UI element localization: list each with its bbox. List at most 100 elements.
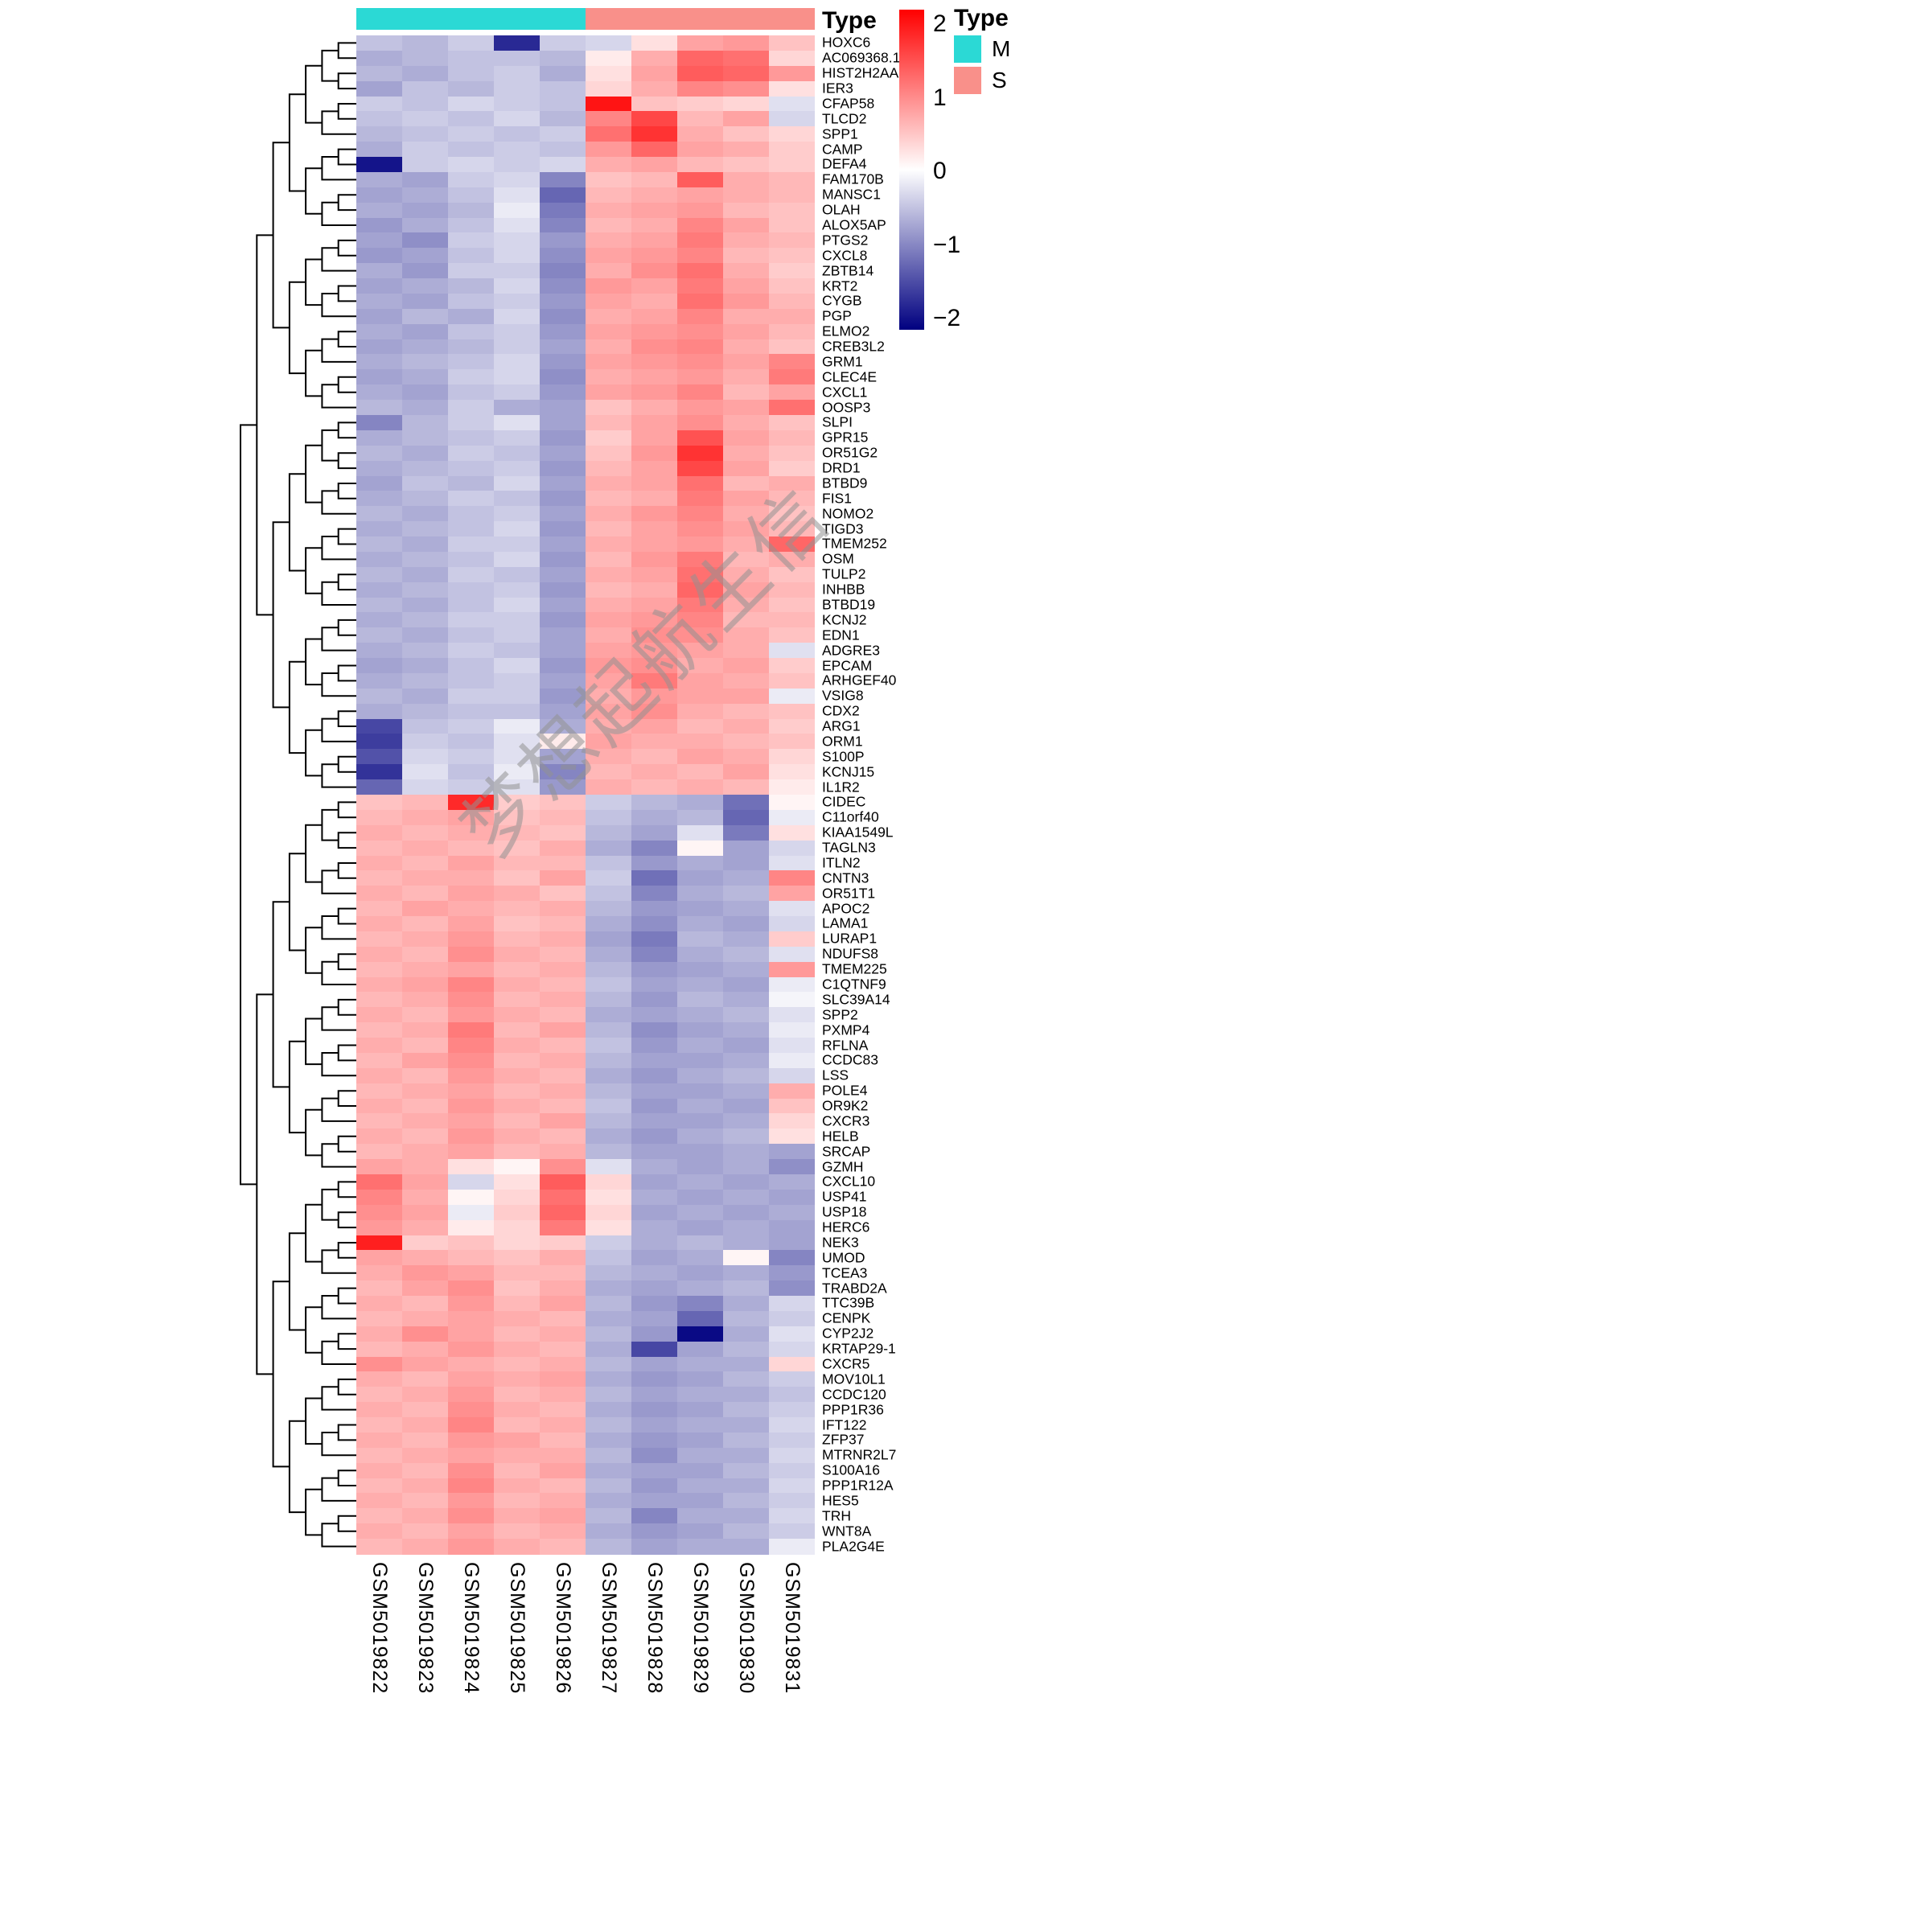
heatmap-cell <box>586 400 631 416</box>
gene-label: GZMH <box>822 1157 864 1174</box>
heatmap-cell <box>586 1219 631 1236</box>
heatmap-cell <box>723 824 769 841</box>
heatmap-cell <box>402 278 448 294</box>
gene-label: SLC39A14 <box>822 991 890 1008</box>
gene-label: KIAA1549L <box>822 824 894 841</box>
heatmap-cell <box>356 445 402 462</box>
heatmap-cell <box>677 1067 723 1084</box>
gene-label: TRH <box>822 1507 851 1524</box>
heatmap-cell <box>356 1326 402 1342</box>
sample-label-text: GSM5019823 <box>414 1562 437 1695</box>
heatmap-cell <box>356 1432 402 1449</box>
heatmap-cell <box>540 961 586 978</box>
heatmap-cell <box>356 415 402 431</box>
heatmap-cell <box>631 764 677 780</box>
heatmap-cell <box>677 1038 723 1054</box>
heatmap-cell <box>586 1067 631 1084</box>
heatmap-cell <box>540 749 586 765</box>
gene-label: CYP2J2 <box>822 1325 874 1342</box>
heatmap-cell <box>677 1204 723 1221</box>
heatmap-cell <box>494 400 540 416</box>
heatmap-cell <box>448 1402 494 1418</box>
heatmap-cell <box>723 1022 769 1038</box>
heatmap-cell <box>586 870 631 886</box>
heatmap-cell <box>448 961 494 978</box>
heatmap-cell <box>356 1296 402 1312</box>
heatmap-cell <box>677 293 723 310</box>
heatmap-cell <box>494 1296 540 1312</box>
heatmap-cell <box>723 354 769 371</box>
heatmap-cell <box>723 1296 769 1312</box>
heatmap-cell <box>631 217 677 234</box>
heatmap-cell <box>723 1387 769 1403</box>
heatmap-cell <box>631 1356 677 1373</box>
heatmap-cell <box>723 1067 769 1084</box>
heatmap-cell <box>356 734 402 750</box>
heatmap-cell <box>448 308 494 325</box>
heatmap-cell <box>631 35 677 51</box>
heatmap-cell <box>769 491 815 507</box>
gene-label: USP18 <box>822 1203 867 1220</box>
gene-label: SRCAP <box>822 1142 871 1159</box>
heatmap-cell <box>356 1356 402 1373</box>
heatmap-cell <box>723 248 769 264</box>
heatmap-cell <box>586 749 631 765</box>
gene-label: EDN1 <box>822 627 860 643</box>
heatmap-cell <box>494 50 540 67</box>
gene-label: CXCR3 <box>822 1112 870 1129</box>
gene-label: FAM170B <box>822 171 884 187</box>
gene-label: LSS <box>822 1067 849 1083</box>
sample-label: GSM5019824 <box>448 1562 494 1694</box>
heatmap-cell <box>769 901 815 917</box>
heatmap-cell <box>677 901 723 917</box>
heatmap-cell <box>723 1038 769 1054</box>
heatmap-cell <box>356 1539 402 1555</box>
heatmap-cell <box>586 658 631 674</box>
heatmap-cell <box>494 248 540 264</box>
heatmap-cell <box>540 551 586 568</box>
legend-swatch-s <box>954 67 981 94</box>
heatmap-cell <box>356 1113 402 1130</box>
heatmap-cell <box>723 870 769 886</box>
heatmap-cell <box>769 566 815 583</box>
heatmap-cell <box>723 339 769 356</box>
heatmap-cell <box>586 232 631 249</box>
heatmap-cell <box>356 323 402 340</box>
heatmap-cell <box>402 50 448 67</box>
heatmap-cell <box>769 946 815 963</box>
heatmap-cell <box>402 931 448 948</box>
heatmap-cell <box>540 734 586 750</box>
heatmap-cell <box>448 142 494 158</box>
heatmap-cell <box>448 1280 494 1297</box>
heatmap-cell <box>631 795 677 811</box>
heatmap-cell <box>356 1007 402 1023</box>
heatmap-cell <box>631 430 677 446</box>
heatmap-cell <box>631 521 677 537</box>
heatmap-cell <box>769 551 815 568</box>
heatmap-cell <box>448 187 494 203</box>
heatmap-cell <box>540 1356 586 1373</box>
heatmap-cell <box>540 339 586 356</box>
heatmap-cell <box>631 840 677 857</box>
heatmap-cell <box>631 901 677 917</box>
heatmap-cell <box>356 157 402 173</box>
heatmap-cell <box>448 35 494 51</box>
heatmap-cell <box>631 688 677 705</box>
heatmap-cell <box>769 1356 815 1373</box>
heatmap-cell <box>769 1128 815 1145</box>
heatmap-cell <box>677 1356 723 1373</box>
heatmap-cell <box>769 855 815 872</box>
heatmap-cell <box>769 187 815 203</box>
heatmap-cell <box>723 840 769 857</box>
heatmap-cell <box>769 1296 815 1312</box>
heatmap-cell <box>677 536 723 553</box>
heatmap-cell <box>356 1462 402 1479</box>
heatmap-cell <box>631 354 677 371</box>
heatmap-cell <box>356 506 402 522</box>
gene-label: OLAH <box>822 201 861 218</box>
heatmap-cell <box>448 415 494 431</box>
heatmap-cell <box>723 627 769 643</box>
heatmap-cell <box>723 1250 769 1266</box>
heatmap-cell <box>448 80 494 97</box>
heatmap-cell <box>402 643 448 659</box>
